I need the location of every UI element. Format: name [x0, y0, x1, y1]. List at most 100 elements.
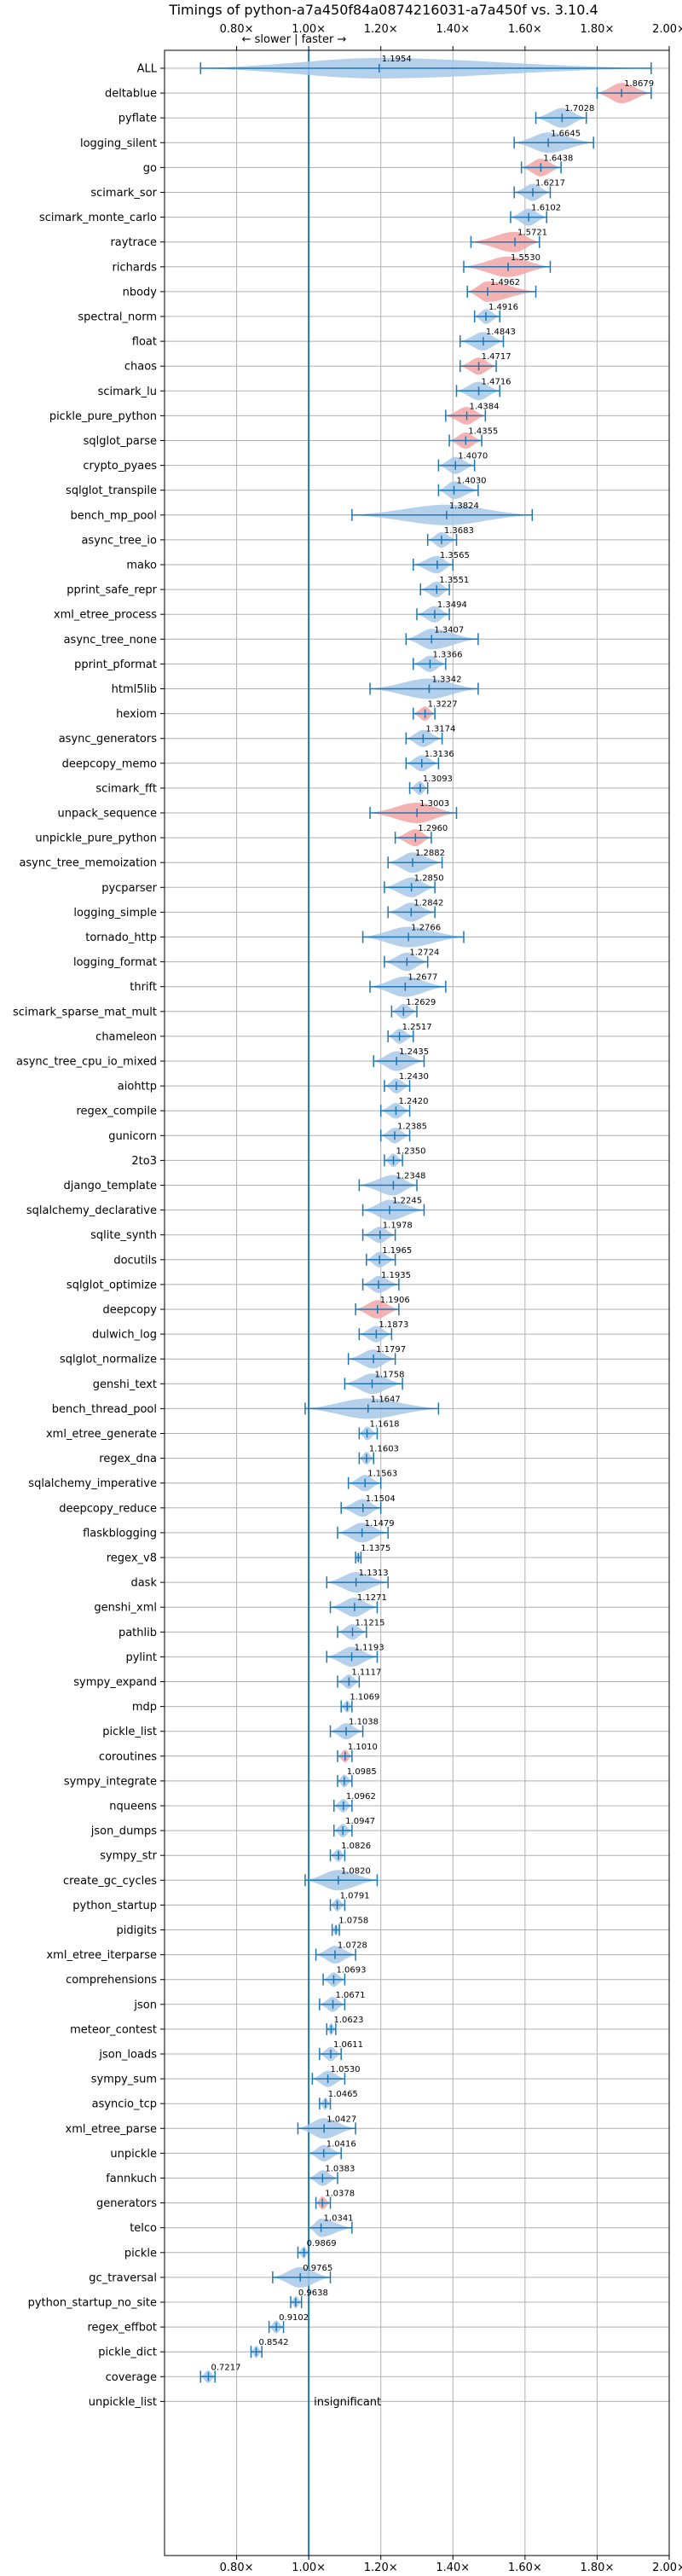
- median-annotation: 0.9765: [303, 2264, 332, 2273]
- median-annotation: 1.2430: [399, 1072, 429, 1082]
- category-label: regex_v8: [107, 1552, 157, 1565]
- median-annotation: 1.3824: [449, 502, 479, 511]
- median-annotation: 1.1603: [369, 1445, 399, 1454]
- category-label: go: [143, 162, 157, 175]
- median-annotation: 1.2960: [418, 824, 448, 833]
- category-label: sqlglot_transpile: [66, 484, 157, 497]
- median-annotation: 1.2517: [402, 1023, 432, 1032]
- category-label: logging_silent: [80, 137, 157, 150]
- median-annotation: 0.7217: [211, 2363, 240, 2372]
- median-annotation: 1.1954: [382, 55, 412, 64]
- median-annotation: 1.1965: [382, 1246, 412, 1256]
- category-label: sqlglot_parse: [84, 435, 157, 448]
- category-label: mdp: [132, 1701, 157, 1714]
- category-label: crypto_pyaes: [83, 460, 157, 473]
- category-label: bench_mp_pool: [70, 509, 157, 522]
- category-label: generators: [96, 2197, 157, 2210]
- category-label: regex_compile: [76, 1105, 157, 1118]
- median-annotation: 1.7028: [564, 104, 594, 113]
- category-label: async_tree_io: [81, 534, 157, 547]
- category-label: asyncio_tcp: [92, 2098, 157, 2111]
- category-label: pathlib: [118, 1627, 157, 1639]
- category-label: scimark_monte_carlo: [39, 212, 157, 224]
- median-annotation: 0.9638: [298, 2289, 328, 2298]
- median-annotation: 1.3366: [432, 650, 462, 659]
- median-annotation: 1.0427: [327, 2115, 356, 2124]
- category-label: pylint: [125, 1651, 157, 1664]
- category-label: sqlite_synth: [90, 1229, 157, 1242]
- category-label: deltablue: [105, 88, 157, 101]
- category-label: sqlalchemy_imperative: [28, 1477, 157, 1490]
- category-label: float: [132, 336, 157, 349]
- category-label: gc_traversal: [89, 2271, 157, 2284]
- median-annotation: 1.3093: [423, 775, 453, 784]
- category-label: pickle_list: [102, 1726, 157, 1738]
- median-annotation: 1.4716: [482, 377, 512, 386]
- median-annotation: 1.3551: [439, 576, 469, 585]
- median-annotation: 1.6102: [531, 204, 561, 213]
- category-label: sqlglot_normalize: [60, 1354, 157, 1366]
- category-label: nbody: [123, 286, 158, 299]
- median-annotation: 1.2245: [392, 1197, 422, 1206]
- category-label: pickle: [124, 2247, 157, 2260]
- tick-label-bottom: 1.20×: [364, 2561, 398, 2574]
- tick-label-bottom: 1.40×: [436, 2561, 470, 2574]
- median-annotation: 1.1038: [349, 1718, 379, 1727]
- median-annotation: 1.1193: [355, 1643, 384, 1652]
- median-annotation: 1.0465: [328, 2090, 358, 2099]
- category-label: sqlalchemy_declarative: [26, 1204, 157, 1217]
- category-label: sympy_integrate: [64, 1775, 157, 1788]
- category-label: aiohttp: [118, 1081, 157, 1094]
- median-annotation: 1.0985: [347, 1767, 377, 1777]
- category-label: xml_etree_generate: [46, 1428, 157, 1441]
- tick-label-top: 2.00×: [652, 23, 682, 36]
- median-annotation: 1.8679: [624, 79, 654, 89]
- category-label: 2to3: [131, 1155, 157, 1168]
- category-label: deepcopy_reduce: [59, 1502, 157, 1515]
- median-annotation: 1.0728: [338, 1941, 367, 1951]
- median-annotation: 1.2677: [407, 973, 437, 983]
- category-label: chameleon: [95, 1030, 157, 1043]
- category-label: python_startup: [72, 1900, 157, 1912]
- category-label: python_startup_no_site: [28, 2297, 157, 2310]
- median-annotation: 1.2385: [397, 1122, 427, 1131]
- median-annotation: 1.1935: [381, 1271, 411, 1280]
- median-annotation: 1.1647: [371, 1395, 401, 1404]
- category-label: pyflate: [118, 113, 157, 125]
- category-label: mako: [126, 560, 157, 572]
- median-annotation: 1.1010: [348, 1743, 378, 1752]
- median-annotation: 1.4962: [490, 278, 520, 287]
- median-annotation: 1.1117: [351, 1668, 381, 1678]
- median-annotation: 1.6645: [551, 129, 581, 138]
- category-label: comprehensions: [66, 1974, 157, 1987]
- median-annotation: 1.3136: [425, 750, 454, 759]
- median-annotation: 1.5530: [511, 253, 540, 263]
- median-annotation: 1.4030: [457, 477, 487, 486]
- median-annotation: 1.0693: [336, 1966, 366, 1976]
- median-annotation: 1.1563: [367, 1470, 397, 1479]
- category-label: async_tree_cpu_io_mixed: [16, 1056, 157, 1069]
- category-label: scimark_sparse_mat_mult: [13, 1006, 157, 1018]
- category-label: pprint_safe_repr: [66, 584, 157, 597]
- category-label: scimark_fft: [95, 782, 157, 795]
- grid: 0.80× 0.80× 1.00× 1.00× 1.20× 1.20× 1.40× 1.40×…: [160, 23, 682, 2574]
- median-annotation: 1.2766: [411, 924, 441, 933]
- category-label: deepcopy_memo: [62, 757, 157, 770]
- violins: [199, 50, 652, 2556]
- median-annotation: 1.1758: [374, 1370, 404, 1379]
- median-annotation: 1.0416: [327, 2139, 356, 2149]
- median-annotation: 1.1375: [361, 1544, 390, 1553]
- category-label: coverage: [106, 2371, 157, 2384]
- median-annotation: 1.0791: [340, 1891, 370, 1900]
- category-label: bench_thread_pool: [52, 1403, 157, 1416]
- category-label: docutils: [113, 1254, 157, 1267]
- median-annotation: 1.1313: [359, 1569, 389, 1578]
- category-label: xml_etree_process: [54, 609, 157, 622]
- category-label: spectral_norm: [78, 311, 157, 324]
- median-annotation: 1.1797: [376, 1345, 406, 1355]
- category-label: regex_dna: [99, 1453, 157, 1465]
- category-label: genshi_xml: [94, 1602, 157, 1615]
- median-annotation: 1.0826: [341, 1842, 371, 1851]
- category-label: async_tree_none: [64, 634, 157, 647]
